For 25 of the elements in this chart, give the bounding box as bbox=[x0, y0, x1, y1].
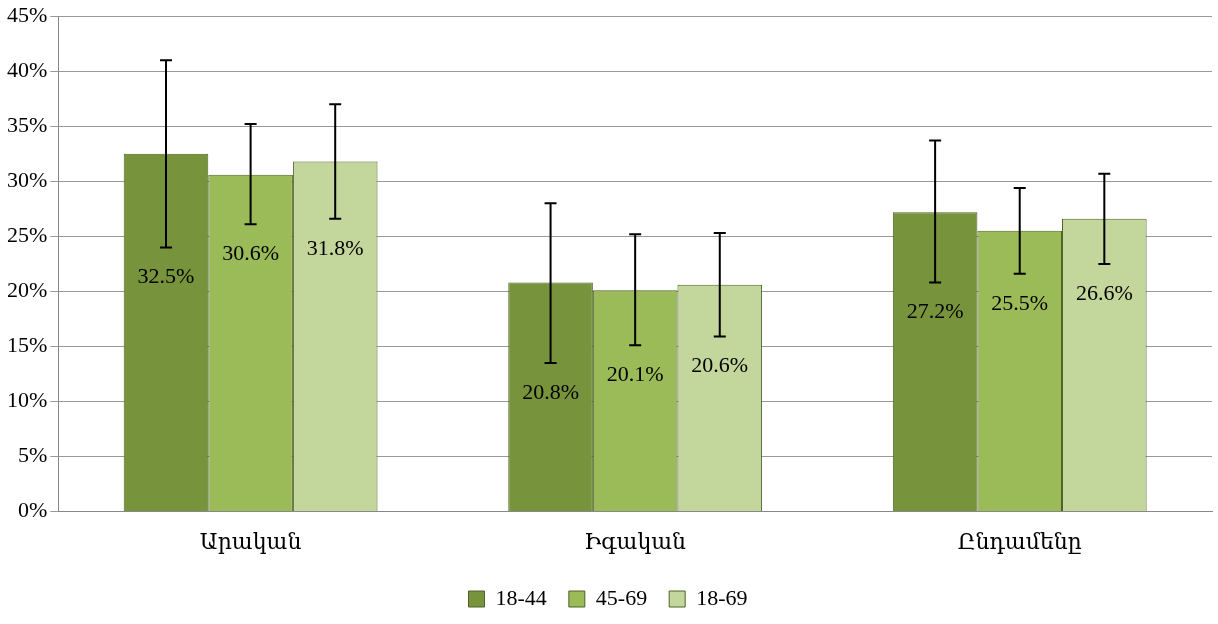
x-tick-label: Իգական bbox=[584, 528, 687, 554]
y-tick-label: 15% bbox=[7, 332, 48, 358]
data-label: 30.6% bbox=[222, 240, 280, 266]
y-tick-label: 10% bbox=[7, 387, 48, 413]
y-tick-label: 35% bbox=[7, 112, 48, 138]
x-tick-label: Արական bbox=[199, 528, 302, 554]
y-tick-label: 30% bbox=[7, 167, 48, 193]
y-tick-label: 45% bbox=[7, 1, 48, 27]
legend-label: 45-69 bbox=[595, 584, 648, 610]
data-label: 20.6% bbox=[691, 352, 749, 378]
y-tick-label: 25% bbox=[7, 222, 48, 248]
data-label: 26.6% bbox=[1075, 279, 1133, 305]
y-tick-label: 5% bbox=[18, 442, 48, 468]
data-label: 32.5% bbox=[137, 263, 195, 289]
data-label: 20.1% bbox=[606, 361, 664, 387]
data-label: 25.5% bbox=[991, 289, 1049, 315]
data-label: 20.8% bbox=[522, 378, 579, 404]
y-tick-label: 40% bbox=[7, 57, 48, 83]
legend-label: 18-69 bbox=[696, 584, 748, 610]
x-tick-label: Ընդամենը bbox=[957, 528, 1082, 554]
y-tick-label: 20% bbox=[7, 277, 48, 303]
data-label: 27.2% bbox=[906, 298, 964, 324]
y-tick-label: 0% bbox=[18, 497, 48, 523]
legend-label: 18-44 bbox=[495, 584, 547, 610]
data-label: 31.8% bbox=[306, 234, 364, 260]
